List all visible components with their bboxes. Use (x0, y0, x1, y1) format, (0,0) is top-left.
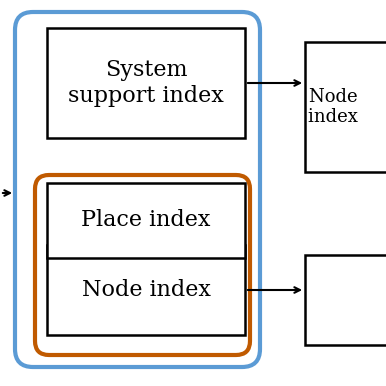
Text: Node index: Node index (81, 279, 210, 301)
Bar (305, 42, 386, 172)
Text: System
support index: System support index (68, 59, 224, 107)
FancyBboxPatch shape (35, 175, 250, 355)
FancyBboxPatch shape (15, 12, 260, 367)
Bar (47, 245, 245, 335)
Bar (305, 255, 386, 345)
Text: No⁠de
in⁠dex: No⁠de in⁠dex (308, 88, 358, 126)
Bar (47, 28, 245, 138)
Text: Place index: Place index (81, 210, 211, 232)
Bar (47, 183, 245, 258)
